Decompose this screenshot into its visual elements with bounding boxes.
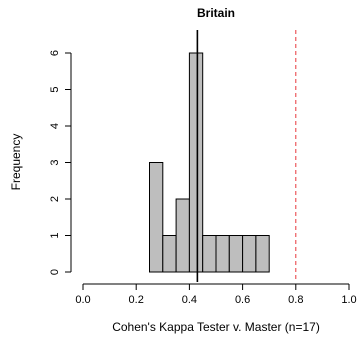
histogram-bar	[242, 235, 257, 273]
histogram-bar	[215, 235, 230, 273]
x-tick-label: 1.0	[341, 294, 356, 306]
histogram-bar	[202, 235, 217, 273]
y-axis: 0 1 2 3 4 5 6	[49, 50, 72, 275]
y-tick-label: 2	[49, 196, 61, 202]
y-tick-label: 1	[49, 232, 61, 238]
histogram-bar	[255, 235, 270, 273]
y-tick-label: 5	[49, 86, 61, 92]
histogram-bar	[188, 52, 204, 273]
x-axis-label: Cohen's Kappa Tester v. Master (n=17)	[112, 320, 320, 334]
y-tick-label: 3	[49, 159, 61, 165]
x-tick-label: 0.6	[235, 294, 250, 306]
histogram-bar	[175, 198, 190, 273]
chart-title: Britain	[197, 6, 235, 20]
x-tick-label: 0.4	[182, 294, 197, 306]
reference-lines	[196, 30, 297, 282]
y-tick-label: 6	[49, 50, 61, 56]
y-axis-label: Frequency	[9, 134, 23, 191]
x-tick-label: 0.2	[129, 294, 144, 306]
histogram-bar	[162, 235, 177, 273]
y-tick-label: 0	[49, 269, 61, 275]
histogram-bar	[228, 235, 244, 273]
x-tick-label: 0.0	[75, 294, 90, 306]
histogram-bar	[149, 162, 164, 273]
x-axis: 0.0 0.2 0.4 0.6 0.8 1.0	[75, 283, 357, 306]
histogram-bars	[149, 52, 270, 273]
y-tick-label: 4	[49, 123, 61, 129]
x-tick-label: 0.8	[288, 294, 303, 306]
